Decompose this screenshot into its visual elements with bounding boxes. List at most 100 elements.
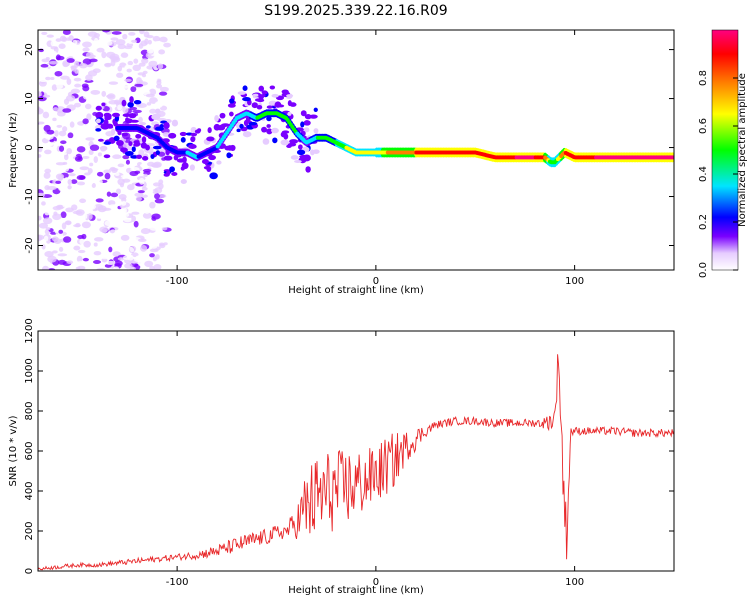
spectral-blob xyxy=(121,132,129,137)
snr-marks xyxy=(38,354,674,571)
noise-speckle xyxy=(129,106,138,111)
spectral-blob xyxy=(227,145,233,151)
noise-speckle xyxy=(109,56,119,60)
spectral-blob xyxy=(190,136,196,143)
spectral-blob xyxy=(256,104,263,110)
spectral-blob xyxy=(120,147,128,153)
noise-speckle xyxy=(62,108,72,113)
spectral-blob xyxy=(136,154,143,159)
noise-speckle xyxy=(137,220,144,227)
x-tick-label: 0 xyxy=(373,276,379,287)
noise-speckle xyxy=(153,264,162,270)
noise-speckle xyxy=(134,192,144,197)
noise-speckle xyxy=(133,220,139,228)
noise-speckle xyxy=(79,62,88,69)
spectral-blob xyxy=(180,137,186,143)
spectral-blob xyxy=(304,120,310,125)
spectral-blob xyxy=(133,143,140,147)
noise-speckle xyxy=(144,189,154,193)
noise-speckle xyxy=(141,159,148,167)
noise-speckle xyxy=(51,236,59,242)
noise-speckle xyxy=(105,40,113,46)
spectral-blob xyxy=(262,138,270,145)
y-tick-label: 0 xyxy=(24,568,35,574)
noise-speckle xyxy=(58,229,64,234)
noise-speckle xyxy=(108,246,113,253)
noise-speckle xyxy=(45,227,51,231)
noise-speckle xyxy=(140,228,151,235)
noise-speckle xyxy=(157,63,164,70)
noise-speckle xyxy=(50,50,58,57)
noise-speckle xyxy=(66,94,76,102)
noise-speckle xyxy=(93,156,98,163)
noise-speckle xyxy=(41,31,48,36)
noise-speckle xyxy=(158,49,166,55)
noise-speckle xyxy=(154,101,163,108)
spectral-blob xyxy=(296,149,306,156)
noise-speckle xyxy=(76,260,87,265)
spectral-blob xyxy=(214,114,219,122)
spectral-blob xyxy=(95,105,102,111)
colorbar-ticks: 0.0 0.2 0.4 0.6 0.8 xyxy=(698,70,738,278)
noise-speckle xyxy=(60,75,70,80)
noise-speckle xyxy=(43,143,53,148)
noise-speckle xyxy=(117,257,125,261)
noise-speckle xyxy=(88,149,94,156)
noise-speckle xyxy=(108,204,118,210)
spectral-blob xyxy=(261,126,268,133)
spectral-blob xyxy=(294,159,302,164)
noise-speckle xyxy=(132,237,142,243)
noise-speckle xyxy=(138,116,143,124)
spectral-blob xyxy=(229,98,235,104)
noise-speckle xyxy=(116,49,122,56)
spectral-blob xyxy=(194,129,201,134)
y-tick-label: 600 xyxy=(24,441,35,460)
noise-speckle xyxy=(137,259,144,267)
spectral-blob xyxy=(226,152,232,159)
noise-speckle xyxy=(162,131,170,137)
noise-speckle xyxy=(69,121,75,128)
colorbar: 0.0 0.2 0.4 0.6 0.8 Normalized spectral ampl… xyxy=(698,29,748,278)
noise-speckle xyxy=(117,163,125,168)
noise-speckle xyxy=(63,236,72,243)
noise-speckle xyxy=(158,91,168,96)
noise-speckle xyxy=(73,77,82,82)
spectral-blob xyxy=(252,93,259,97)
spectral-blob xyxy=(179,131,187,137)
noise-speckle xyxy=(146,48,154,54)
noise-speckle xyxy=(52,205,62,211)
noise-speckle xyxy=(58,259,67,265)
spectral-blob xyxy=(272,137,278,144)
spectral-blob xyxy=(206,166,212,173)
noise-speckle xyxy=(38,91,42,98)
noise-speckle xyxy=(56,124,63,128)
x-tick-label: -100 xyxy=(166,577,189,588)
noise-speckle xyxy=(152,256,157,262)
spectral-blob xyxy=(101,102,106,107)
noise-speckle xyxy=(134,83,144,87)
noise-speckle xyxy=(115,188,122,195)
noise-speckle xyxy=(89,144,100,151)
noise-speckle xyxy=(82,118,89,125)
noise-speckle xyxy=(44,168,52,174)
noise-speckle xyxy=(55,180,62,184)
spectral-blob xyxy=(216,160,222,165)
noise-speckle xyxy=(58,184,63,191)
y-tick-label: 0 xyxy=(24,144,35,150)
noise-speckle xyxy=(52,117,57,122)
noise-speckle xyxy=(144,38,149,45)
noise-speckle xyxy=(155,221,164,228)
spectral-blob xyxy=(169,166,175,173)
noise-speckle xyxy=(156,83,163,89)
snr-frame xyxy=(37,330,675,572)
noise-speckle xyxy=(44,185,50,191)
noise-speckle xyxy=(76,181,86,186)
spectral-blob xyxy=(171,119,179,127)
noise-speckle xyxy=(64,220,72,225)
spectral-blob xyxy=(113,135,120,142)
noise-speckle xyxy=(147,39,152,45)
spectral-blob xyxy=(260,94,266,98)
noise-speckle xyxy=(87,168,93,174)
colorbar-tick-label: 0.6 xyxy=(698,118,709,134)
noise-speckle xyxy=(132,64,141,72)
